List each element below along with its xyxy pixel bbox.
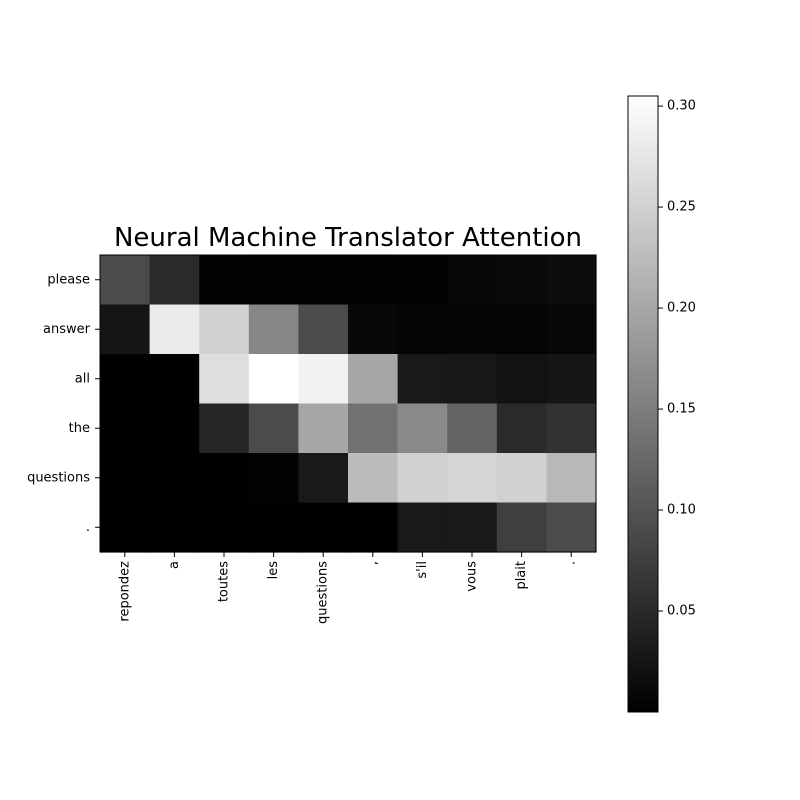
heatmap-cell-r4-c1: [149, 453, 200, 504]
heatmap-cell-r1-c3: [248, 304, 299, 355]
x-tick-label: .: [564, 561, 579, 565]
heatmap-cell-r4-c2: [199, 453, 250, 504]
x-tick-label: les: [266, 561, 281, 580]
heatmap-cell-r1-c8: [496, 304, 547, 355]
x-tick-label: questions: [316, 561, 331, 624]
heatmap-cell-r0-c4: [298, 255, 349, 306]
heatmap-cell-r4-c6: [397, 453, 448, 504]
heatmap-cell-r1-c6: [397, 304, 448, 355]
heatmap-cell-r1-c4: [298, 304, 349, 355]
heatmap-cell-r5-c8: [496, 502, 547, 553]
heatmap-cell-r2-c7: [447, 354, 498, 405]
y-tick-label: .: [86, 520, 90, 535]
colorbar-tick-label: 0.25: [667, 200, 696, 215]
chart-title: Neural Machine Translator Attention: [114, 223, 582, 253]
heatmap-cell-r3-c3: [248, 403, 299, 454]
heatmap-cell-r5-c3: [248, 502, 299, 553]
heatmap-cell-r1-c7: [447, 304, 498, 355]
y-tick-label: all: [75, 371, 90, 386]
heatmap-cell-r5-c5: [348, 502, 399, 553]
heatmap-cell-r0-c6: [397, 255, 448, 306]
heatmap-cell-r5-c4: [298, 502, 349, 553]
x-tick-label: s'il: [415, 561, 430, 579]
y-tick-label: answer: [43, 322, 91, 337]
heatmap-cell-r3-c9: [546, 403, 597, 454]
heatmap-cell-r0-c7: [447, 255, 498, 306]
heatmap-cell-r1-c9: [546, 304, 597, 355]
heatmap-cell-r4-c8: [496, 453, 547, 504]
x-tick-label: a: [167, 561, 182, 569]
heatmap-cell-r3-c5: [348, 403, 399, 454]
colorbar-axis: 0.05 0.10 0.15 0.20 0.25 0.30: [658, 99, 696, 619]
x-tick-label: vous: [465, 561, 480, 592]
x-tick-label: plait: [514, 561, 529, 590]
colorbar-tick-label: 0.05: [667, 604, 696, 619]
heatmap-cell-r5-c2: [199, 502, 250, 553]
heatmap-cell-r5-c7: [447, 502, 498, 553]
x-tick-label: repondez: [117, 561, 132, 622]
heatmap-cell-r0-c0: [100, 255, 151, 306]
heatmap-cell-r2-c1: [149, 354, 200, 405]
colorbar-tick-label: 0.30: [667, 99, 696, 114]
heatmap-cell-r3-c4: [298, 403, 349, 454]
y-tick-label: please: [47, 272, 90, 287]
heatmap-cell-r2-c2: [199, 354, 250, 405]
heatmap-frame: [99, 254, 597, 553]
heatmap-cell-r4-c4: [298, 453, 349, 504]
colorbar-tick-label: 0.10: [667, 503, 696, 518]
heatmap-cell-r2-c4: [298, 354, 349, 405]
y-axis: please answer all the questions.: [27, 272, 100, 535]
heatmap-cell-r2-c3: [248, 354, 299, 405]
x-axis: repondez a toutes les questions, s'il vous plai…: [117, 552, 579, 624]
heatmap-cell-r4-c5: [348, 453, 399, 504]
heatmap-cell-r0-c2: [199, 255, 250, 306]
heatmap-cell-r1-c0: [100, 304, 151, 355]
heatmap-cell-r4-c0: [100, 453, 151, 504]
heatmap-cell-r4-c9: [546, 453, 597, 504]
heatmap-cell-r1-c5: [348, 304, 399, 355]
heatmap-cell-r3-c0: [100, 403, 151, 454]
heatmap-cell-r2-c5: [348, 354, 399, 405]
heatmap-cell-r1-c2: [199, 304, 250, 355]
heatmap-cell-r3-c7: [447, 403, 498, 454]
heatmap-cell-r0-c5: [348, 255, 399, 306]
heatmap-cell-r4-c3: [248, 453, 299, 504]
heatmap-cell-r2-c0: [100, 354, 151, 405]
colorbar-tick-label: 0.15: [667, 402, 696, 417]
heatmap-cell-r5-c1: [149, 502, 200, 553]
colorbar-tick-label: 0.20: [667, 301, 696, 316]
x-tick-label: toutes: [217, 561, 232, 602]
y-tick-label: questions: [27, 470, 90, 485]
heatmap-cell-r3-c2: [199, 403, 250, 454]
heatmap-cell-r3-c6: [397, 403, 448, 454]
x-tick-label: ,: [365, 561, 380, 565]
y-tick-label: the: [69, 421, 90, 436]
heatmap-cell-r5-c9: [546, 502, 597, 553]
colorbar: [627, 95, 659, 713]
heatmap-cells: [100, 255, 597, 553]
heatmap-cell-r2-c9: [546, 354, 597, 405]
heatmap-cell-r3-c8: [496, 403, 547, 454]
heatmap-cell-r0-c9: [546, 255, 597, 306]
heatmap-cell-r5-c6: [397, 502, 448, 553]
heatmap-cell-r0-c3: [248, 255, 299, 306]
heatmap-cell-r2-c6: [397, 354, 448, 405]
heatmap-cell-r5-c0: [100, 502, 151, 553]
heatmap-cell-r4-c7: [447, 453, 498, 504]
heatmap-cell-r0-c1: [149, 255, 200, 306]
heatmap-cell-r0-c8: [496, 255, 547, 306]
heatmap-cell-r2-c8: [496, 354, 547, 405]
heatmap-cell-r1-c1: [149, 304, 200, 355]
heatmap-cell-r3-c1: [149, 403, 200, 454]
